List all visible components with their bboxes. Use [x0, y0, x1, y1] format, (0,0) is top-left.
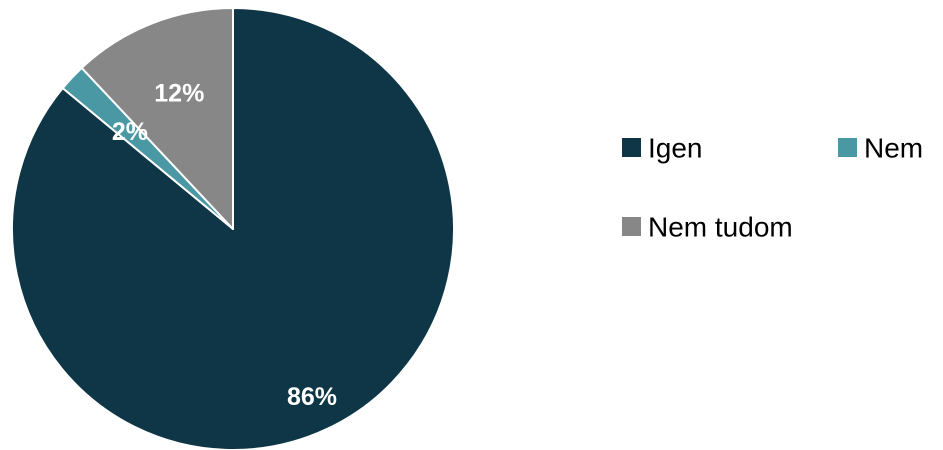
pie-slices — [11, 7, 455, 450]
data-label-nem: 2% — [112, 118, 148, 146]
pie-slice-nem-tudom — [80, 7, 234, 230]
legend-swatch-nem — [838, 138, 857, 157]
data-label-nem-tudom: 12% — [154, 79, 204, 107]
legend-swatch-igen — [622, 138, 641, 157]
legend: Igen Nem Nem tudom — [622, 133, 923, 243]
legend-swatch-nem-tudom — [622, 217, 641, 236]
legend-label-nem: Nem — [864, 133, 923, 164]
legend-label-nem-tudom: Nem tudom — [648, 212, 793, 243]
legend-label-igen: Igen — [648, 133, 703, 164]
legend-item-igen: Igen — [622, 133, 703, 164]
pie-slice-labels: 86% 2%12% — [112, 79, 337, 411]
data-label-igen: 86% — [287, 383, 337, 411]
legend-item-nem: Nem — [838, 133, 923, 164]
legend-item-nem-tudom: Nem tudom — [622, 212, 793, 243]
